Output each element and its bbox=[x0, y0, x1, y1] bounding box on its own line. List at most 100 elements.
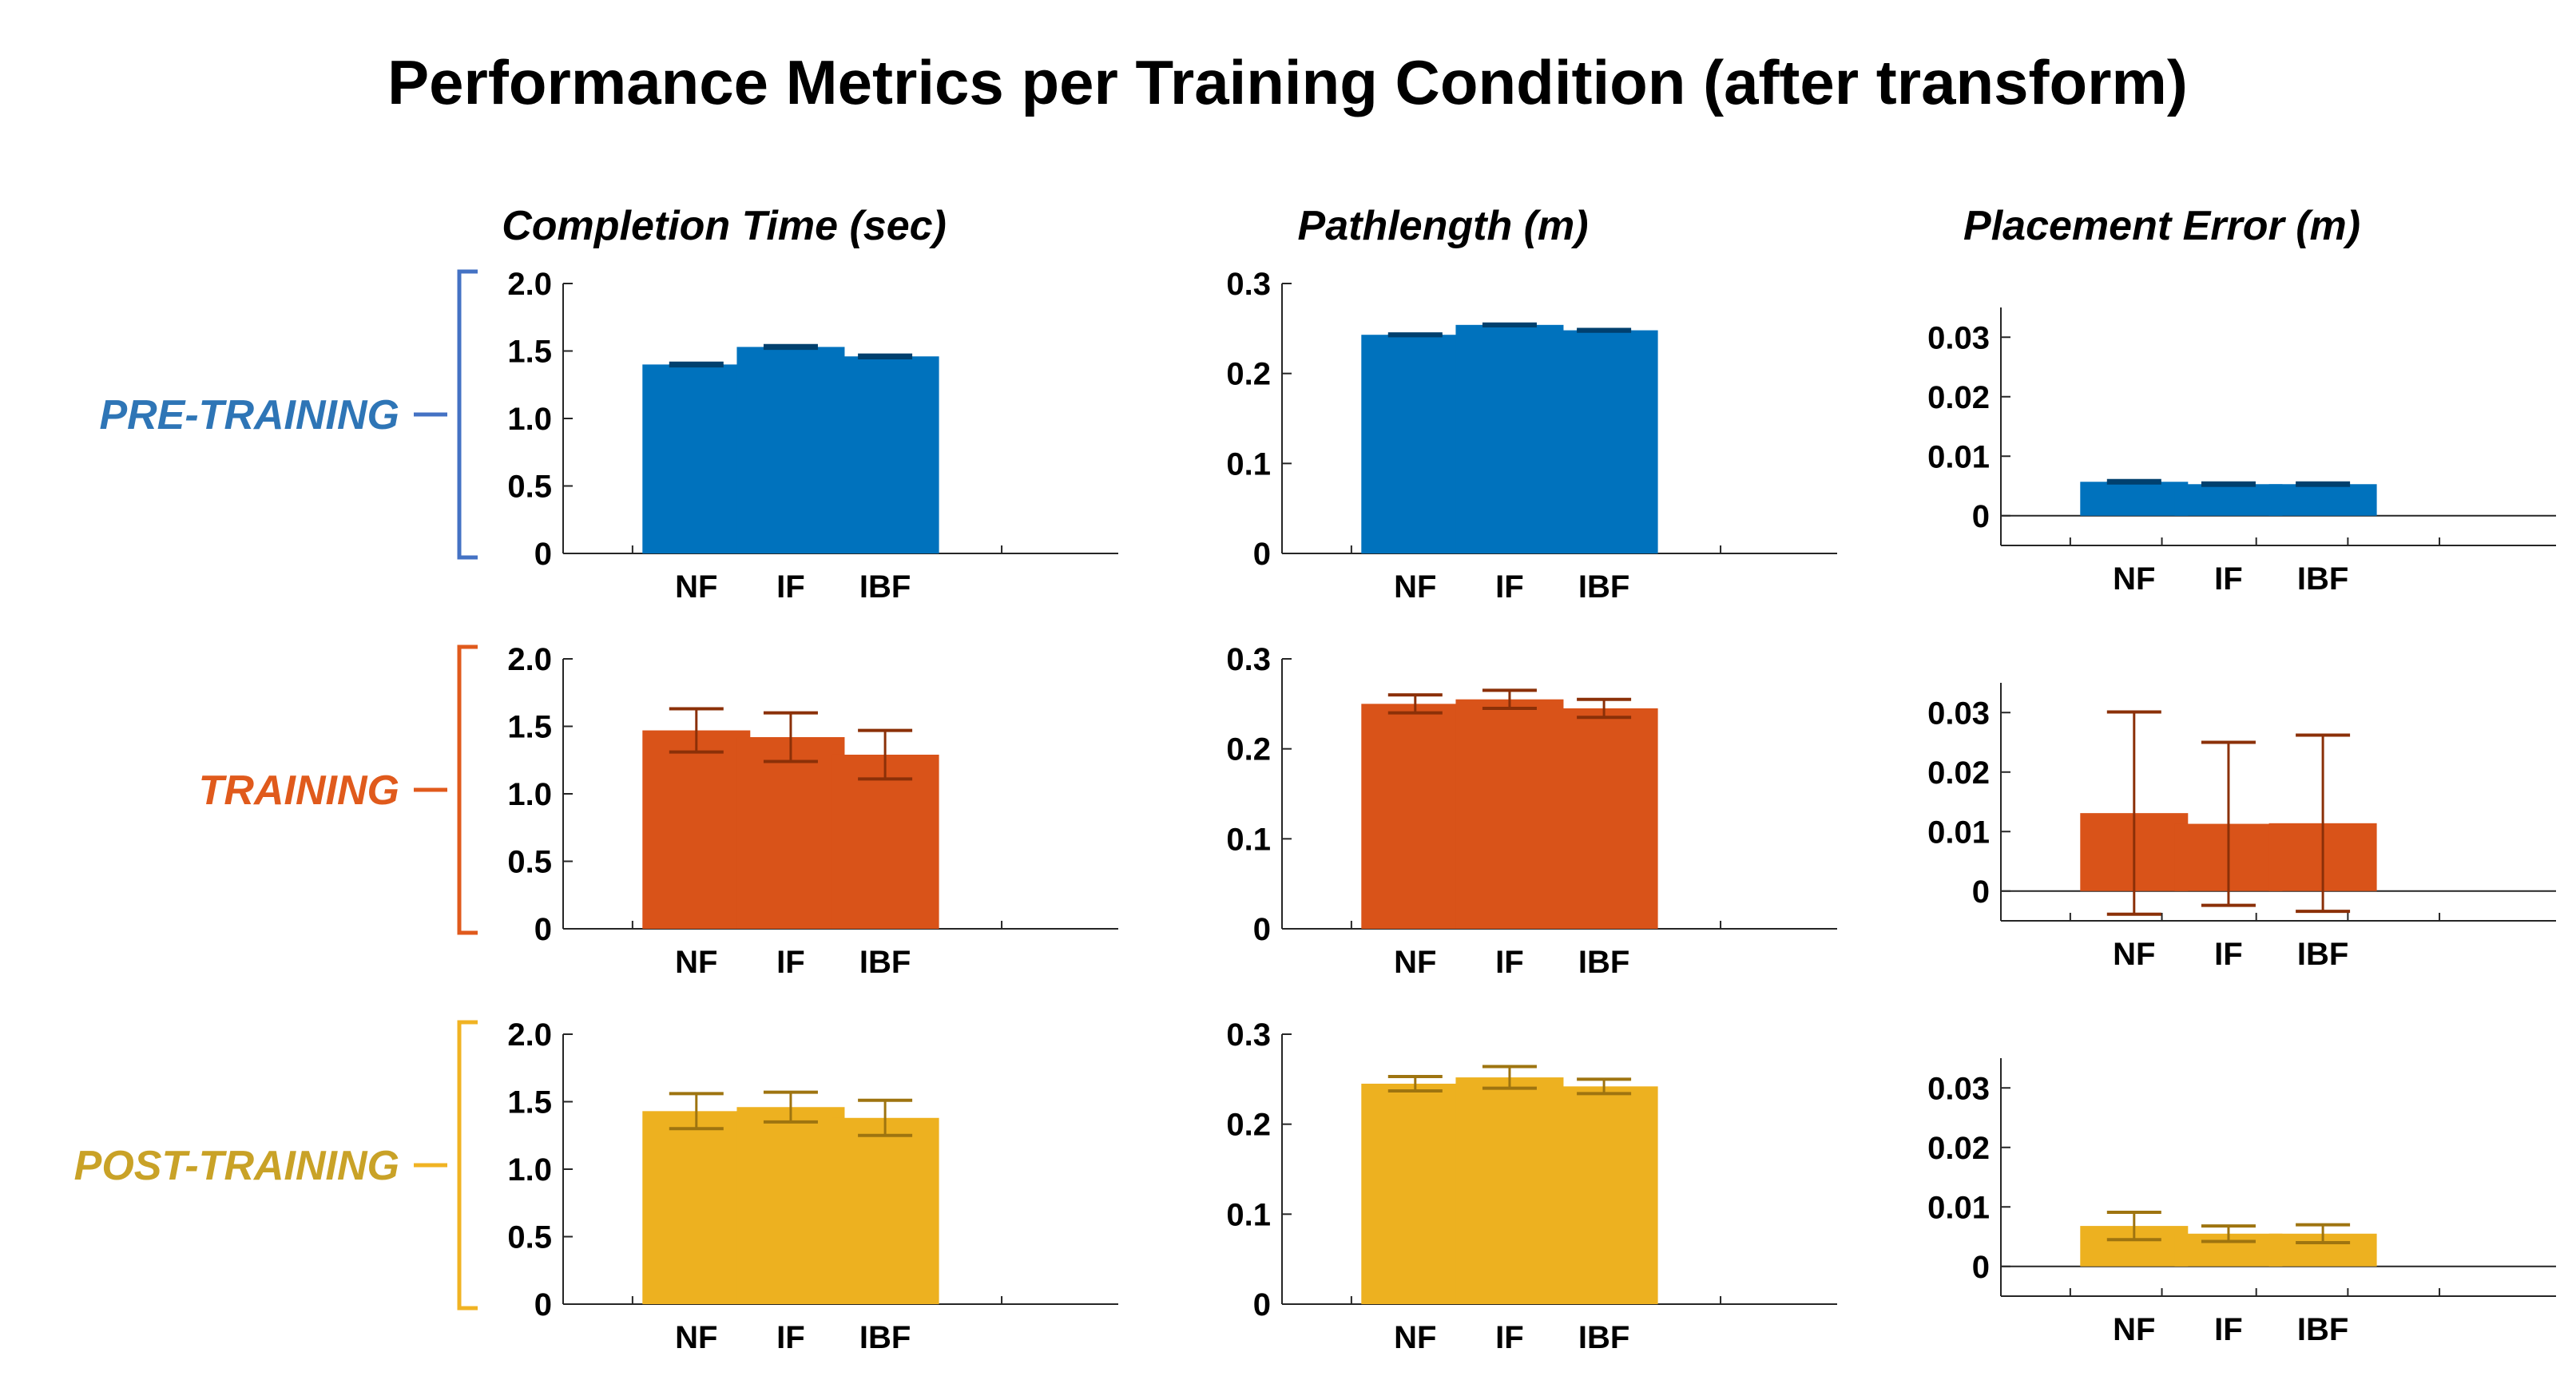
panel: 0 0.01 0.02 0.03 NF IF IBF bbox=[1927, 307, 2556, 597]
bar bbox=[736, 347, 845, 553]
panel: 0 0.01 0.02 0.03 NF IF IBF bbox=[1927, 1058, 2556, 1347]
y-tick-label: 0.3 bbox=[1226, 1017, 1271, 1053]
panel: 0 0.5 1.0 1.5 2.0 NF IF IBF bbox=[507, 1017, 1118, 1355]
bar bbox=[1550, 330, 1658, 553]
bar bbox=[1455, 699, 1564, 929]
bar bbox=[642, 730, 751, 929]
x-tick-label: IF bbox=[1495, 569, 1524, 605]
y-tick-label: 1.0 bbox=[507, 777, 552, 812]
x-tick-label: IBF bbox=[2297, 937, 2348, 972]
bar bbox=[2080, 482, 2189, 516]
x-tick-label: IBF bbox=[2297, 1312, 2348, 1347]
bar bbox=[1455, 324, 1564, 553]
y-tick-label: 0 bbox=[1253, 537, 1271, 572]
y-tick-label: 1.5 bbox=[507, 710, 552, 745]
x-tick-label: IF bbox=[1495, 1320, 1524, 1355]
y-tick-label: 0.03 bbox=[1927, 320, 1990, 355]
x-tick-label: IBF bbox=[859, 1320, 911, 1355]
panel: 0 0.01 0.02 0.03 NF IF IBF bbox=[1927, 683, 2556, 972]
x-tick-label: IF bbox=[776, 945, 805, 980]
row-bracket bbox=[457, 644, 478, 935]
panel: 0 0.1 0.2 0.3 NF IF IBF bbox=[1226, 1017, 1837, 1355]
x-tick-label: NF bbox=[675, 945, 717, 980]
y-tick-label: 0.01 bbox=[1927, 1190, 1990, 1225]
y-tick-label: 0 bbox=[1253, 912, 1271, 947]
y-tick-label: 0 bbox=[1253, 1287, 1271, 1323]
row-label: POST-TRAINING bbox=[74, 1143, 399, 1189]
bar bbox=[642, 1111, 751, 1304]
x-tick-label: NF bbox=[1394, 569, 1436, 605]
x-tick-label: IBF bbox=[1578, 1320, 1629, 1355]
bar bbox=[642, 364, 751, 553]
y-tick-label: 0.1 bbox=[1226, 446, 1271, 482]
bar bbox=[1550, 1086, 1658, 1304]
y-tick-label: 2.0 bbox=[507, 267, 552, 302]
row-label: TRAINING bbox=[199, 767, 399, 814]
x-tick-label: IF bbox=[776, 1320, 805, 1355]
y-tick-label: 0.01 bbox=[1927, 815, 1990, 850]
bar bbox=[831, 1117, 939, 1304]
y-tick-label: 0 bbox=[534, 912, 552, 947]
row-bracket bbox=[457, 1020, 478, 1311]
bar bbox=[1361, 1083, 1470, 1304]
bar bbox=[1550, 708, 1658, 929]
column-title: Completion Time (sec) bbox=[502, 203, 947, 249]
x-tick-label: IBF bbox=[859, 569, 911, 605]
x-tick-label: NF bbox=[2113, 937, 2155, 972]
x-tick-label: NF bbox=[1394, 945, 1436, 980]
y-tick-label: 0.3 bbox=[1226, 267, 1271, 302]
y-tick-label: 0.03 bbox=[1927, 696, 1990, 731]
y-tick-label: 0 bbox=[534, 537, 552, 572]
x-tick-label: IF bbox=[2214, 937, 2243, 972]
y-tick-label: 0.5 bbox=[507, 845, 552, 880]
y-tick-label: 1.5 bbox=[507, 1085, 552, 1120]
y-tick-label: 0.02 bbox=[1927, 380, 1990, 415]
bar bbox=[831, 356, 939, 553]
y-tick-label: 0.2 bbox=[1226, 1108, 1271, 1143]
y-tick-label: 0.2 bbox=[1226, 357, 1271, 392]
x-tick-label: IBF bbox=[1578, 945, 1629, 980]
x-tick-label: NF bbox=[675, 569, 717, 605]
bar bbox=[831, 754, 939, 929]
y-tick-label: 0.5 bbox=[507, 1220, 552, 1255]
panel: 0 0.5 1.0 1.5 2.0 NF IF IBF bbox=[507, 642, 1118, 980]
row-bracket bbox=[457, 269, 478, 560]
y-tick-label: 0 bbox=[1972, 1250, 1990, 1285]
x-tick-label: NF bbox=[675, 1320, 717, 1355]
y-tick-label: 2.0 bbox=[507, 642, 552, 677]
y-tick-label: 0.2 bbox=[1226, 732, 1271, 767]
y-tick-label: 0.1 bbox=[1226, 1197, 1271, 1232]
y-tick-label: 1.5 bbox=[507, 335, 552, 370]
panel: 0 0.5 1.0 1.5 2.0 NF IF IBF bbox=[507, 267, 1118, 605]
panel: 0 0.1 0.2 0.3 NF IF IBF bbox=[1226, 267, 1837, 605]
y-tick-label: 0.02 bbox=[1927, 755, 1990, 791]
column-title: Placement Error (m) bbox=[1963, 203, 2360, 249]
bar bbox=[2174, 484, 2283, 516]
bar bbox=[2268, 484, 2377, 516]
y-tick-label: 0.5 bbox=[507, 470, 552, 505]
bar bbox=[1455, 1077, 1564, 1304]
y-tick-label: 0.03 bbox=[1927, 1071, 1990, 1106]
y-tick-label: 0 bbox=[534, 1287, 552, 1323]
y-tick-label: 0 bbox=[1972, 874, 1990, 910]
x-tick-label: IBF bbox=[1578, 569, 1629, 605]
x-tick-label: IBF bbox=[859, 945, 911, 980]
panel: 0 0.1 0.2 0.3 NF IF IBF bbox=[1226, 642, 1837, 980]
x-tick-label: NF bbox=[1394, 1320, 1436, 1355]
x-tick-label: IF bbox=[2214, 1312, 2243, 1347]
x-tick-label: NF bbox=[2113, 1312, 2155, 1347]
y-tick-label: 2.0 bbox=[507, 1017, 552, 1053]
column-title: Pathlength (m) bbox=[1298, 203, 1589, 249]
row-label: PRE-TRAINING bbox=[99, 392, 399, 438]
y-tick-label: 0.1 bbox=[1226, 822, 1271, 857]
y-tick-label: 0.01 bbox=[1927, 439, 1990, 474]
y-tick-label: 1.0 bbox=[507, 1152, 552, 1188]
x-tick-label: IF bbox=[2214, 561, 2243, 597]
bar bbox=[1361, 704, 1470, 929]
y-tick-label: 0.3 bbox=[1226, 642, 1271, 677]
x-tick-label: NF bbox=[2113, 561, 2155, 597]
x-tick-label: IF bbox=[776, 569, 805, 605]
bar bbox=[736, 1107, 845, 1304]
bar bbox=[736, 737, 845, 929]
